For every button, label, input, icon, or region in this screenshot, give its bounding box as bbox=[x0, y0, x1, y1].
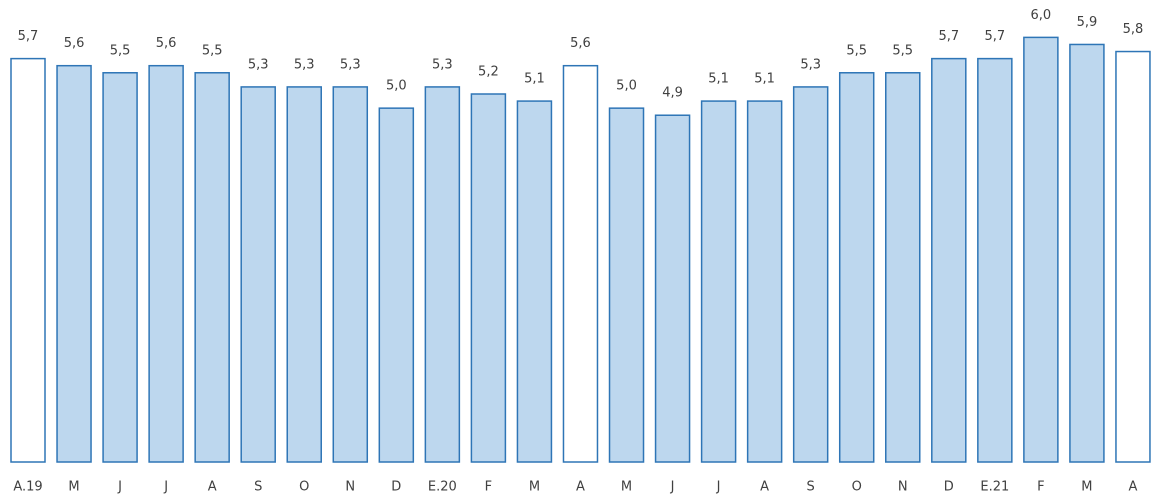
x-tick-label: A.19 bbox=[13, 480, 42, 495]
bar bbox=[286, 86, 322, 463]
value-label: 5,3 bbox=[432, 57, 453, 72]
value-label: 5,6 bbox=[64, 36, 85, 51]
value-label: 5,5 bbox=[892, 43, 913, 58]
x-tick-label: S bbox=[807, 480, 815, 495]
value-label: 4,9 bbox=[662, 86, 683, 101]
value-label: 5,1 bbox=[524, 72, 545, 87]
bar bbox=[56, 64, 92, 463]
x-tick-label: J bbox=[716, 480, 721, 495]
x-tick-label: F bbox=[485, 480, 492, 495]
bar bbox=[608, 107, 645, 463]
value-label: 5,5 bbox=[202, 43, 223, 58]
bar bbox=[746, 100, 783, 463]
value-label: 5,7 bbox=[18, 29, 39, 44]
bar bbox=[931, 57, 967, 463]
bar bbox=[885, 72, 921, 463]
value-label: 5,3 bbox=[800, 57, 821, 72]
value-label: 5,3 bbox=[248, 57, 269, 72]
bar bbox=[838, 72, 875, 463]
bar bbox=[378, 107, 415, 463]
bar bbox=[1069, 43, 1105, 463]
value-label: 5,8 bbox=[1123, 22, 1144, 37]
bar bbox=[977, 57, 1013, 463]
value-label: 5,9 bbox=[1077, 15, 1098, 30]
value-label: 5,6 bbox=[570, 36, 591, 51]
value-label: 5,2 bbox=[478, 65, 499, 80]
x-tick-label: D bbox=[944, 480, 954, 495]
bar bbox=[1023, 36, 1059, 463]
value-label: 5,1 bbox=[754, 72, 775, 87]
x-tick-label: M bbox=[1081, 480, 1092, 495]
value-label: 5,7 bbox=[938, 29, 959, 44]
bar bbox=[562, 64, 599, 463]
x-tick-label: O bbox=[299, 480, 309, 495]
x-tick-label: J bbox=[670, 480, 675, 495]
x-tick-label: E.21 bbox=[980, 480, 1009, 495]
value-label: 5,5 bbox=[846, 43, 867, 58]
bar bbox=[470, 93, 507, 463]
x-tick-label: E.20 bbox=[428, 480, 457, 495]
value-label: 5,1 bbox=[708, 72, 729, 87]
value-label: 5,5 bbox=[110, 43, 131, 58]
bar bbox=[148, 64, 184, 463]
bar bbox=[240, 86, 276, 463]
value-label: 5,3 bbox=[294, 57, 315, 72]
x-tick-label: J bbox=[117, 480, 122, 495]
x-tick-label: A bbox=[208, 480, 217, 495]
bar bbox=[1115, 50, 1151, 463]
bar bbox=[792, 86, 829, 463]
x-tick-label: J bbox=[163, 480, 168, 495]
value-label: 5,0 bbox=[616, 79, 637, 94]
bar bbox=[194, 72, 230, 463]
x-tick-label: A bbox=[1129, 480, 1138, 495]
x-tick-label: A bbox=[576, 480, 585, 495]
bar bbox=[516, 100, 553, 463]
x-tick-label: O bbox=[852, 480, 862, 495]
x-tick-label: S bbox=[254, 480, 262, 495]
value-label: 6,0 bbox=[1031, 8, 1052, 23]
value-label: 5,3 bbox=[340, 57, 361, 72]
x-tick-label: D bbox=[391, 480, 401, 495]
value-label: 5,7 bbox=[984, 29, 1005, 44]
bar bbox=[654, 114, 691, 463]
x-tick-label: M bbox=[621, 480, 632, 495]
x-tick-label: N bbox=[345, 480, 355, 495]
x-tick-label: A bbox=[760, 480, 769, 495]
bar bbox=[10, 57, 46, 463]
bar bbox=[102, 72, 138, 463]
x-tick-label: M bbox=[68, 480, 79, 495]
value-label: 5,6 bbox=[156, 36, 177, 51]
value-label: 5,0 bbox=[386, 79, 407, 94]
x-tick-label: M bbox=[529, 480, 540, 495]
x-tick-label: N bbox=[898, 480, 908, 495]
x-tick-label: F bbox=[1037, 480, 1044, 495]
bar bbox=[700, 100, 737, 463]
bar bbox=[424, 86, 461, 463]
bar bbox=[332, 86, 369, 463]
